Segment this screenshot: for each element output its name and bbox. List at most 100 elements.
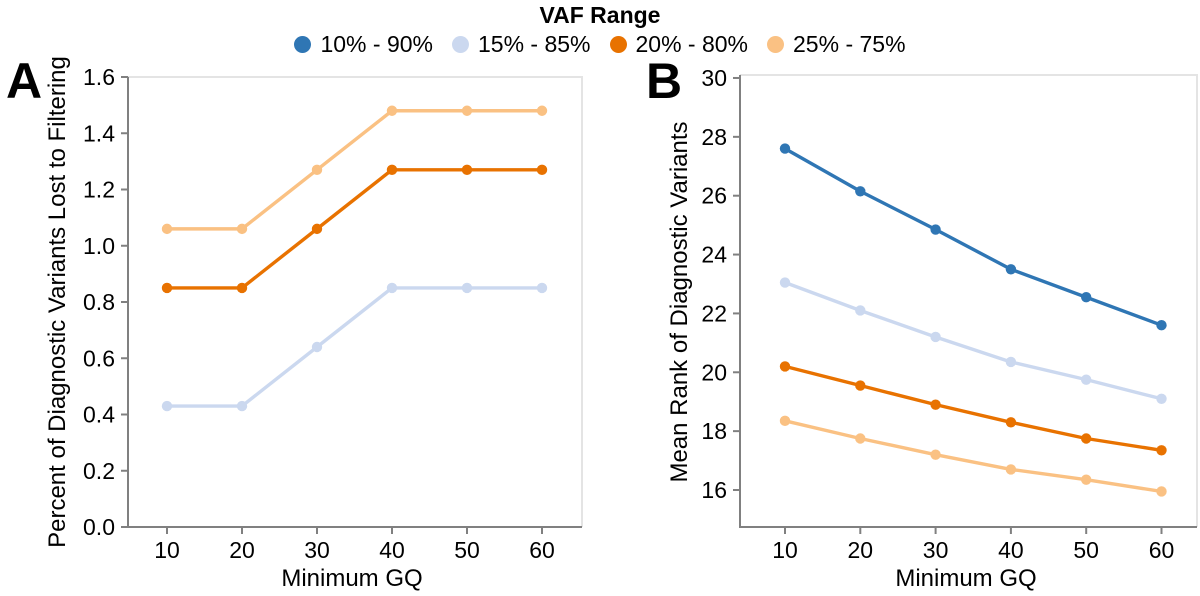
series-point <box>1081 474 1092 485</box>
y-tick-label: 16 <box>701 477 727 503</box>
legend-item: 20% - 80% <box>609 31 749 57</box>
x-tick-label: 30 <box>304 537 330 563</box>
y-tick-label: 1.4 <box>83 120 115 146</box>
series-point <box>1156 445 1167 456</box>
plot-border <box>740 74 1198 527</box>
legend-swatch-dot <box>609 35 627 53</box>
y-tick-label: 0.2 <box>83 458 115 484</box>
series-line <box>165 168 544 290</box>
y-tick-label: 0.4 <box>83 402 115 428</box>
series-point <box>779 143 791 154</box>
y-tick-label: 0.8 <box>83 289 115 315</box>
panel-b-x-axis-title: Minimum GQ <box>895 565 1037 592</box>
x-tick-label: 50 <box>1073 537 1099 563</box>
y-tick-label: 18 <box>701 418 727 444</box>
series-point <box>855 433 866 444</box>
x-tick-label: 20 <box>229 537 255 563</box>
y-tick-label: 26 <box>701 183 727 209</box>
series-point <box>1156 486 1167 497</box>
series-point <box>236 282 248 294</box>
series-point <box>855 186 866 197</box>
series-point <box>930 331 941 343</box>
x-tick-label: 30 <box>923 537 949 563</box>
series-point <box>1005 356 1017 368</box>
legend-item-label: 25% - 75% <box>793 31 906 57</box>
y-tick-label: 30 <box>701 65 727 91</box>
legend-swatch-dot <box>294 35 312 53</box>
series-point <box>161 282 173 294</box>
y-tick-label: 22 <box>701 300 727 326</box>
series-point <box>386 164 398 176</box>
panel-a-x-axis-title: Minimum GQ <box>281 565 423 592</box>
series-line <box>165 286 544 408</box>
series-point <box>536 282 548 294</box>
legend-swatch-dot <box>767 35 785 53</box>
x-tick-label: 20 <box>848 537 874 563</box>
series-point <box>1005 417 1017 428</box>
series-point <box>311 223 323 235</box>
series-point <box>930 399 941 410</box>
series-point <box>161 400 173 412</box>
legend-swatch-dot <box>451 35 469 53</box>
series-point <box>855 305 866 316</box>
x-tick-label: 60 <box>529 537 555 563</box>
series-point <box>536 105 548 116</box>
series-point <box>461 105 473 116</box>
series-point <box>1005 464 1017 475</box>
series-point <box>386 105 398 116</box>
x-tick-label: 50 <box>454 537 480 563</box>
series-line <box>783 419 1164 494</box>
series-point <box>461 282 473 294</box>
series-line <box>783 146 1164 327</box>
series-point <box>536 164 548 176</box>
series-point <box>161 223 173 235</box>
series-point <box>461 164 473 176</box>
legend-item-label: 15% - 85% <box>477 31 591 57</box>
series-point <box>930 224 941 235</box>
series-point <box>779 361 791 372</box>
legend: VAF Range 10% - 90% 15% - 85% 20% - 80% 25%… <box>0 2 1200 57</box>
series-point <box>1156 393 1167 404</box>
series-point <box>236 223 248 235</box>
x-tick-label: 60 <box>1149 537 1175 563</box>
series-point <box>1081 292 1092 303</box>
series-point <box>779 277 791 288</box>
series-point <box>1081 374 1092 385</box>
legend-item-label: 10% - 90% <box>320 31 433 57</box>
series-point <box>386 282 398 294</box>
series-point <box>1156 319 1167 331</box>
y-tick-label: 1.6 <box>83 64 115 90</box>
legend-title: VAF Range <box>539 2 661 28</box>
series-point <box>311 164 323 176</box>
series-line <box>165 109 544 231</box>
series-point <box>779 415 791 427</box>
series-line <box>783 364 1164 452</box>
legend-item: 15% - 85% <box>451 31 591 57</box>
x-tick-label: 40 <box>379 537 405 563</box>
y-tick-label: 1.2 <box>83 177 115 203</box>
series-line <box>783 280 1164 401</box>
y-tick-label: 0.6 <box>83 345 115 371</box>
x-tick-label: 40 <box>998 537 1024 563</box>
panel-b-label: B <box>646 53 683 109</box>
legend-item: 10% - 90% <box>294 31 433 57</box>
series-point <box>311 341 323 353</box>
legend-item-label: 20% - 80% <box>635 31 749 57</box>
series-point <box>236 400 248 412</box>
y-tick-label: 28 <box>701 124 727 150</box>
legend-item: 25% - 75% <box>767 31 906 57</box>
series-point <box>855 380 866 391</box>
y-tick-label: 20 <box>701 359 727 385</box>
y-tick-label: 24 <box>701 242 727 268</box>
y-tick-label: 0.0 <box>83 514 115 540</box>
x-tick-label: 10 <box>154 537 180 563</box>
y-tick-label: 1.0 <box>83 233 115 259</box>
series-point <box>1005 264 1017 275</box>
series-point <box>930 449 941 460</box>
panel-a-label: A <box>6 53 43 109</box>
x-tick-label: 10 <box>772 537 798 563</box>
series-point <box>1081 433 1092 444</box>
legend-items: 10% - 90% 15% - 85% 20% - 80% 25% - 75% <box>294 31 906 57</box>
